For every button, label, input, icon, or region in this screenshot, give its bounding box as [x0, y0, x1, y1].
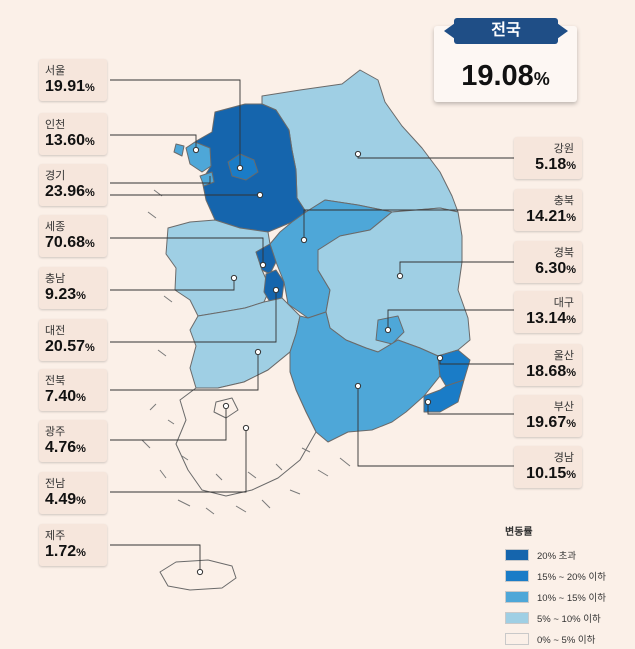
region-value: 13.14%: [526, 310, 576, 327]
national-value: 19.08%: [461, 60, 550, 92]
region-jeonnam: [175, 351, 317, 497]
region-value: 19.91%: [45, 78, 95, 95]
leader-lines: [110, 79, 514, 572]
region-value: 1.72%: [45, 543, 86, 560]
region-value: 7.40%: [45, 388, 86, 405]
legend-item: 20% 초과: [505, 544, 630, 565]
region-value: 23.96%: [45, 183, 95, 200]
region-value: 19.67%: [526, 414, 576, 431]
label-jeju: 제주 1.72%: [39, 524, 107, 566]
label-chungbuk: 충북 14.21%: [514, 189, 582, 231]
label-seoul: 서울 19.91%: [39, 59, 107, 101]
label-jeonnam: 전남 4.49%: [39, 472, 107, 514]
region-name: 충북: [553, 195, 574, 207]
islands: [141, 189, 351, 515]
region-value: 5.18%: [535, 156, 576, 173]
legend-label: 10% ~ 15% 이하: [537, 592, 606, 604]
legend-swatch: [505, 611, 529, 624]
label-chungnam: 충남 9.23%: [39, 267, 107, 309]
region-name: 서울: [45, 65, 66, 77]
region-jeju: [159, 559, 237, 591]
legend-swatch: [505, 548, 529, 561]
label-daegu: 대구 13.14%: [514, 291, 582, 333]
legend: 변동률 20% 초과 15% ~ 20% 이하 10% ~ 15% 이하 5% …: [505, 523, 630, 649]
region-name: 제주: [45, 530, 66, 542]
national-label: 전국: [454, 18, 558, 44]
region-name: 대전: [45, 325, 66, 337]
region-value: 4.49%: [45, 491, 86, 508]
region-name: 경남: [553, 452, 574, 464]
region-name: 경북: [553, 247, 574, 259]
legend-label: 20% 초과: [537, 550, 577, 562]
region-chungnam: [165, 219, 271, 317]
region-name: 울산: [553, 350, 574, 362]
label-ulsan: 울산 18.68%: [514, 344, 582, 386]
label-gyeonggi: 경기 23.96%: [39, 164, 107, 206]
legend-item: 5% ~ 10% 이하: [505, 607, 630, 628]
legend-item: 10% ~ 15% 이하: [505, 586, 630, 607]
region-name: 인천: [45, 119, 66, 131]
label-gyeongbuk: 경북 6.30%: [514, 241, 582, 283]
legend-label: 0% ~ 5% 이하: [537, 634, 596, 646]
legend-title: 변동률: [505, 527, 533, 538]
region-name: 충남: [45, 273, 66, 285]
region-name: 전남: [45, 478, 66, 490]
region-value: 18.68%: [526, 363, 576, 380]
label-daejeon: 대전 20.57%: [39, 319, 107, 361]
region-value: 14.21%: [526, 208, 576, 225]
region-name: 광주: [45, 426, 66, 438]
label-gwangju: 광주 4.76%: [39, 420, 107, 462]
label-incheon: 인천 13.60%: [39, 113, 107, 155]
region-value: 20.57%: [45, 338, 95, 355]
region-busan: [423, 379, 465, 413]
legend-swatch: [505, 590, 529, 603]
region-name: 부산: [553, 401, 574, 413]
label-jeonbuk: 전북 7.40%: [39, 369, 107, 411]
region-value: 10.15%: [526, 465, 576, 482]
region-name: 세종: [45, 221, 66, 233]
label-sejong: 세종 70.68%: [39, 215, 107, 257]
region-value: 13.60%: [45, 132, 95, 149]
region-value: 70.68%: [45, 234, 95, 251]
region-markers: [192, 146, 444, 576]
legend-item: 15% ~ 20% 이하: [505, 565, 630, 586]
region-name: 대구: [553, 297, 574, 309]
region-name: 강원: [553, 143, 574, 155]
label-gangwon: 강원 5.18%: [514, 137, 582, 179]
region-value: 4.76%: [45, 439, 86, 456]
legend-swatch: [505, 569, 529, 582]
label-gyeongnam: 경남 10.15%: [514, 446, 582, 488]
region-ulsan: [437, 349, 471, 387]
legend-label: 5% ~ 10% 이하: [537, 613, 601, 625]
label-busan: 부산 19.67%: [514, 395, 582, 437]
region-name: 전북: [45, 375, 66, 387]
legend-item: 0% ~ 5% 이하: [505, 628, 630, 649]
region-value: 6.30%: [535, 260, 576, 277]
region-name: 경기: [45, 170, 66, 182]
region-value: 9.23%: [45, 286, 86, 303]
national-summary-box: 전국 19.08%: [434, 18, 577, 102]
legend-label: 15% ~ 20% 이하: [537, 571, 606, 583]
